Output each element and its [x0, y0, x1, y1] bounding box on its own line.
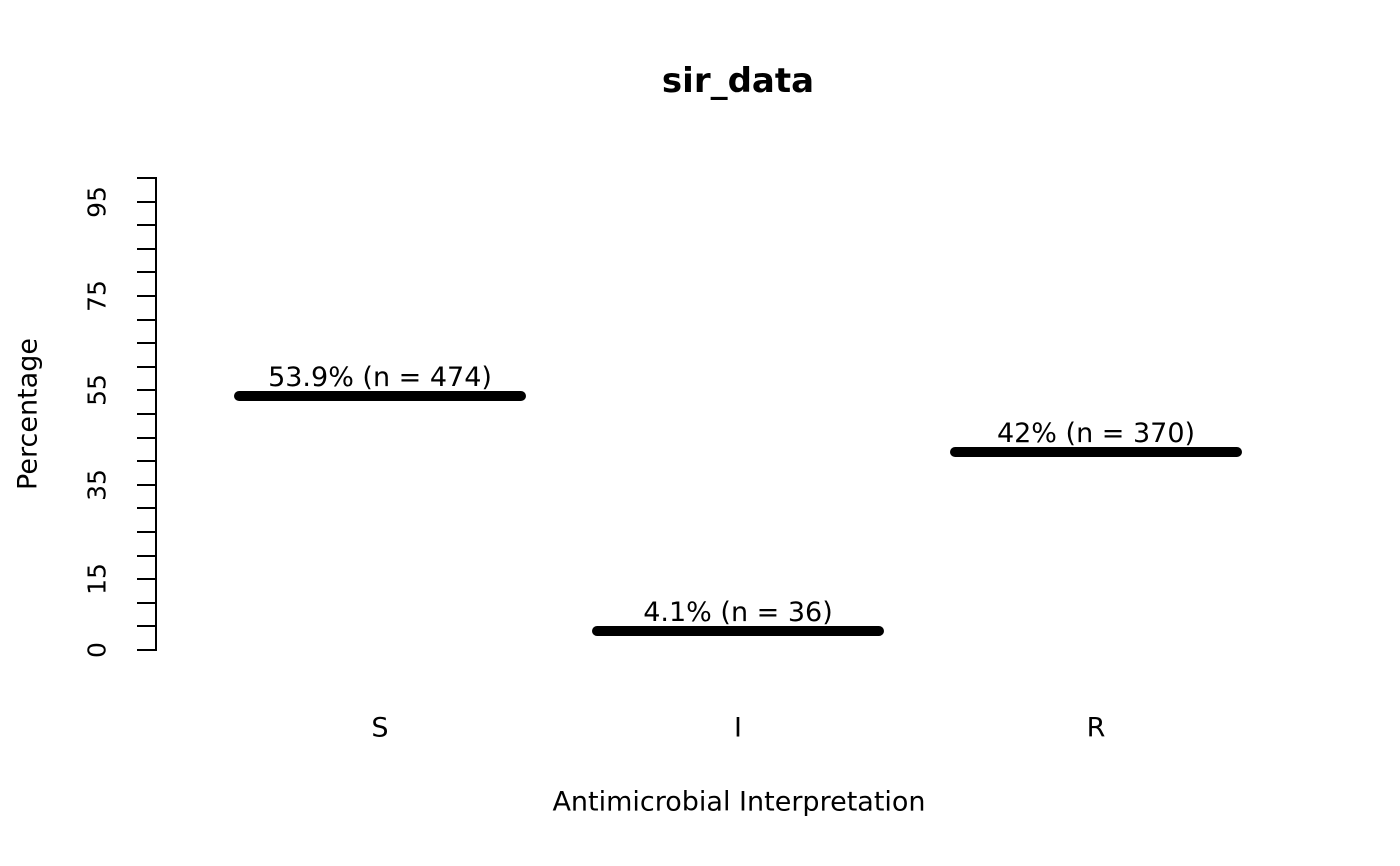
x-axis-label: Antimicrobial Interpretation	[552, 786, 926, 818]
y-axis-tick-label: 0	[82, 642, 112, 658]
bar-value-label-r: 42% (n = 370)	[996, 417, 1196, 449]
y-axis-line	[155, 177, 157, 651]
y-axis-tick	[137, 177, 155, 179]
y-axis-tick	[137, 342, 155, 345]
y-axis-tick	[137, 483, 155, 486]
y-axis-tick-label: 35	[82, 468, 112, 501]
chart-title: sir_data	[661, 61, 815, 101]
y-axis-tick	[137, 200, 155, 203]
y-axis-tick	[137, 601, 155, 604]
y-axis-tick	[137, 318, 155, 321]
x-category-label-s: S	[371, 712, 389, 744]
x-category-label-i: I	[734, 712, 742, 744]
y-axis-label: Percentage	[12, 338, 44, 490]
bar-value-label-s: 53.9% (n = 474)	[268, 361, 492, 393]
y-axis-tick	[137, 649, 155, 651]
y-axis-tick	[137, 247, 155, 250]
y-axis-tick	[137, 531, 155, 533]
y-axis-tick-label: 75	[82, 280, 112, 312]
y-axis-tick	[137, 271, 155, 274]
y-axis-tick	[137, 436, 155, 439]
y-axis-tick	[137, 460, 155, 463]
bar-r	[950, 446, 1242, 457]
bar-value-label-i: 4.1% (n = 36)	[643, 596, 833, 628]
y-axis-tick	[137, 554, 155, 557]
bar-s	[234, 390, 526, 401]
y-axis-tick-label: 55	[82, 374, 112, 407]
y-axis-tick	[137, 295, 155, 297]
x-category-label-r: R	[1086, 712, 1106, 744]
y-axis-tick	[137, 625, 155, 628]
y-axis-tick	[137, 578, 155, 581]
y-axis-tick	[137, 389, 155, 392]
y-axis-tick	[137, 224, 155, 227]
y-axis-tick	[137, 507, 155, 510]
y-axis-tick-label: 95	[82, 185, 112, 218]
y-axis-tick	[137, 413, 155, 415]
y-axis-tick	[137, 365, 155, 368]
y-axis-tick-label: 15	[82, 563, 112, 596]
bar-i	[592, 625, 884, 636]
